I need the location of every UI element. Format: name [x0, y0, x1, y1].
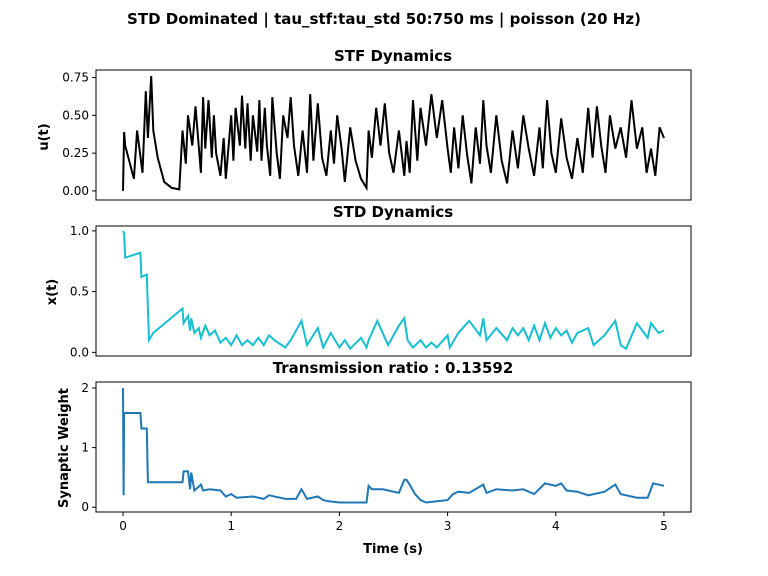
- x-tick-label: 4: [552, 519, 560, 533]
- figure-title: STD Dominated | tau_stf:tau_std 50:750 m…: [127, 10, 641, 29]
- x-tick-label: 0: [119, 519, 127, 533]
- x-tick-label: 1: [227, 519, 235, 533]
- std-ylabel: x(t): [45, 279, 60, 305]
- stf-axes-frame: [95, 69, 692, 201]
- y-tick-label: 0.25: [62, 146, 89, 160]
- stf-series-line: [122, 75, 665, 192]
- stf-panel-title: STF Dynamics: [334, 47, 452, 65]
- weight-y-ticks: 0 1 2: [81, 381, 96, 514]
- panel-weight: Transmission ratio : 0.13592 Synaptic We…: [57, 359, 692, 533]
- weight-series-line: [122, 387, 665, 504]
- std-axes-frame: [95, 225, 692, 357]
- y-tick-label: 0: [81, 500, 89, 514]
- weight-ylabel: Synaptic Weight: [57, 388, 72, 508]
- x-axis-ticks: 0 1 2 3 4 5: [119, 512, 668, 533]
- std-panel-title: STD Dynamics: [333, 203, 453, 221]
- weight-axes-frame: [95, 381, 692, 513]
- std-series-line: [122, 230, 665, 351]
- y-tick-label: 0.0: [70, 345, 89, 359]
- y-tick-label: 0.5: [70, 285, 89, 299]
- x-tick-label: 5: [660, 519, 668, 533]
- x-tick-label: 2: [336, 519, 344, 533]
- stf-y-ticks: 0.00 0.25 0.50 0.75: [62, 71, 96, 198]
- stf-ylabel: u(t): [37, 123, 52, 150]
- y-tick-label: 1: [81, 441, 89, 455]
- y-tick-label: 2: [81, 381, 89, 395]
- panel-std: STD Dynamics x(t) 0.0 0.5 1.0: [45, 203, 692, 359]
- x-tick-label: 3: [444, 519, 452, 533]
- panel-stf: STF Dynamics u(t) 0.00 0.25 0.50 0.75: [37, 47, 692, 201]
- y-tick-label: 0.50: [62, 108, 89, 122]
- weight-panel-title: Transmission ratio : 0.13592: [273, 359, 514, 377]
- y-tick-label: 1.0: [70, 224, 89, 238]
- std-y-ticks: 0.0 0.5 1.0: [70, 224, 96, 359]
- y-tick-label: 0.75: [62, 71, 89, 85]
- x-axis-label: Time (s): [363, 542, 423, 557]
- y-tick-label: 0.00: [62, 184, 89, 198]
